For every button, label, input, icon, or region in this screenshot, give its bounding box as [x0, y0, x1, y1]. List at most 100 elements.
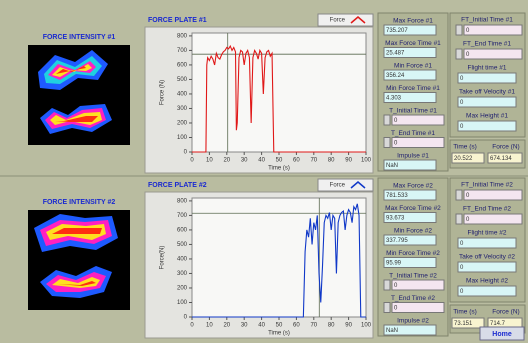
field-label: T_End Time #2 — [391, 295, 435, 302]
heatmap-2 — [28, 210, 130, 310]
legend-swatch — [350, 16, 366, 24]
cursor-force-label: Force (N) — [492, 309, 519, 316]
flight-label: FT_Initial Time #2 — [461, 182, 513, 189]
cursor-force-label: Force (N) — [492, 144, 519, 151]
x-tick-label: 20 — [223, 323, 230, 329]
legend-box — [317, 13, 374, 27]
field-box — [383, 47, 437, 58]
flight-value: 0 — [466, 28, 470, 34]
flight-label: Flight time #1 — [467, 65, 506, 72]
field-label: Impulse #2 — [397, 318, 429, 325]
y-tick-label: 400 — [177, 257, 188, 263]
x-tick-label: 50 — [276, 323, 283, 329]
field-label: T_Initial Time #2 — [389, 273, 437, 280]
field-value: 0 — [394, 141, 398, 147]
field-value: 337.795 — [386, 238, 408, 244]
field-box — [383, 324, 437, 336]
cursor-time: 20.522 — [454, 156, 473, 162]
y-tick-label: 300 — [177, 106, 188, 112]
y-tick-label: 500 — [177, 77, 188, 83]
field-value: NaN — [386, 328, 398, 334]
y-tick-label: 200 — [177, 121, 188, 127]
field-box[interactable] — [391, 302, 445, 313]
legend-box — [317, 178, 374, 192]
y-tick-label: 0 — [184, 315, 188, 321]
cursor-time-box — [451, 152, 485, 164]
flight-box[interactable] — [463, 48, 523, 60]
field-label: Min Force Time #2 — [386, 250, 440, 257]
y-tick-label: 300 — [177, 271, 188, 277]
flight-value: 0 — [466, 193, 470, 199]
spinner[interactable] — [455, 189, 463, 201]
spinner[interactable] — [455, 24, 463, 36]
legend-label: Force — [330, 183, 346, 189]
flight-box[interactable] — [463, 213, 523, 225]
y-tick-label: 800 — [177, 33, 188, 39]
field-box — [383, 234, 437, 246]
flight-box — [457, 120, 517, 132]
flight-label: FT_End Time #1 — [463, 41, 511, 48]
field-label: Max Force #1 — [393, 18, 433, 25]
legend-label: Force — [330, 18, 346, 24]
field-box[interactable] — [391, 137, 445, 148]
field-box[interactable] — [391, 279, 445, 291]
field-value: 781.533 — [386, 193, 408, 199]
home-label[interactable]: Home — [492, 331, 512, 338]
plot-area — [191, 32, 367, 153]
field-value: NaN — [386, 163, 398, 169]
cursor-time-label: Time (s) — [453, 144, 477, 151]
x-tick-label: 60 — [293, 158, 300, 164]
spinner[interactable] — [455, 48, 463, 60]
field-box — [383, 212, 437, 223]
spinner[interactable] — [383, 114, 391, 126]
y-tick-label: 800 — [177, 198, 188, 204]
y-tick-label: 700 — [177, 48, 188, 54]
field-box — [383, 24, 437, 36]
spinner[interactable] — [383, 279, 391, 291]
x-tick-label: 10 — [206, 323, 213, 329]
x-tick-label: 100 — [361, 158, 372, 164]
field-value: 0 — [394, 283, 398, 289]
flight-value: 0 — [466, 217, 470, 223]
field-label: Max Force Time #1 — [385, 40, 441, 47]
flight-label: Take off Velocity #2 — [459, 254, 515, 261]
legend-swatch — [350, 181, 366, 189]
x-tick-label: 40 — [258, 158, 265, 164]
cursor-force: 674.134 — [490, 156, 512, 162]
flight-label: FT_Initial Time #1 — [461, 17, 513, 24]
spinner[interactable] — [383, 302, 391, 313]
flight-box — [457, 72, 517, 84]
flight-box — [457, 285, 517, 297]
x-tick-label: 70 — [310, 323, 317, 329]
field-box — [383, 189, 437, 201]
cursor-time-box — [451, 317, 485, 329]
x-tick-label: 90 — [345, 158, 352, 164]
chart-title: FORCE PLATE #2 — [148, 182, 207, 189]
spinner[interactable] — [455, 213, 463, 225]
y-axis-label: Force(N) — [160, 246, 166, 270]
flight-value: 0 — [460, 124, 464, 130]
spinner[interactable] — [383, 137, 391, 148]
flight-value: 0 — [460, 241, 464, 247]
x-tick-label: 70 — [310, 158, 317, 164]
x-tick-label: 30 — [241, 323, 248, 329]
y-tick-label: 500 — [177, 242, 188, 248]
cursor-force: 714.7 — [490, 321, 506, 327]
x-tick-label: 0 — [190, 323, 194, 329]
flight-box[interactable] — [463, 24, 523, 36]
field-value: 0 — [394, 306, 398, 312]
home-button[interactable] — [479, 326, 525, 341]
field-value: 0 — [394, 118, 398, 124]
flight-value: 0 — [460, 265, 464, 271]
y-tick-label: 100 — [177, 300, 188, 306]
flight-label: FT_End Time #2 — [463, 206, 511, 213]
x-tick-label: 90 — [345, 323, 352, 329]
flight-value: 0 — [460, 289, 464, 295]
flight-box[interactable] — [463, 189, 523, 201]
y-tick-label: 200 — [177, 286, 188, 292]
intensity-title: FORCE INTENSITY #2 — [43, 199, 116, 206]
x-tick-label: 0 — [190, 158, 194, 164]
field-value: 25.487 — [386, 51, 405, 57]
field-box[interactable] — [391, 114, 445, 126]
x-tick-label: 40 — [258, 323, 265, 329]
